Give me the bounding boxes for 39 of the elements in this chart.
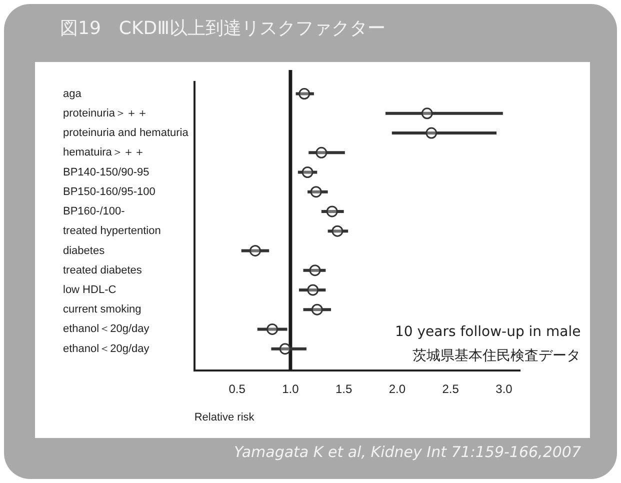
point: [311, 304, 323, 316]
y-tick-label: proteinuria and hematuria: [63, 127, 190, 140]
point: [307, 284, 319, 296]
y-tick-label: proteinuria＞＋＋: [63, 107, 148, 120]
point: [332, 225, 344, 237]
point: [326, 206, 338, 218]
y-tick-label: ethanol＜20g/day: [63, 323, 150, 336]
point: [316, 146, 328, 158]
y-tick-label: treated hypertention: [63, 225, 161, 238]
point: [249, 244, 261, 256]
chart-title: 図19 CKDⅢ以上到達リスクファクター: [60, 17, 386, 40]
x-tick-label: 0.5: [228, 382, 246, 396]
x-axis-title: Relative risk: [194, 411, 255, 424]
x-tick-label: 3.0: [496, 382, 513, 396]
point: [421, 108, 433, 120]
y-tick-label: BP140-150/90-95: [63, 166, 150, 178]
point: [302, 166, 314, 178]
y-tick-label: hematuira＞＋＋: [63, 146, 145, 159]
x-tick-label: 1.5: [335, 382, 352, 396]
point: [279, 343, 291, 355]
y-tick-label: ethanol＜20g/day: [63, 342, 150, 355]
y-tick-label: low HDL-C: [63, 284, 116, 296]
annotation: 茨城県基本住民検査データ: [412, 347, 581, 366]
y-tick-label: treated diabetes: [63, 264, 142, 276]
y-tick-label: BP160-/100-: [63, 206, 126, 218]
x-tick-label: 1.0: [282, 382, 300, 396]
annotation: 10 years follow-up in male: [395, 323, 581, 342]
x-tick-label: 2.5: [442, 382, 460, 396]
x-tick-label: 2.0: [388, 382, 406, 396]
text: Yamagata K et al, Kidney Int 71:159-166,2007: [234, 443, 581, 461]
point: [310, 186, 322, 198]
point: [298, 88, 310, 100]
point: [426, 127, 438, 139]
point: [266, 323, 278, 335]
y-tick-label: BP150-160/95-100: [63, 186, 156, 198]
point: [309, 264, 321, 276]
y-tick-label: current smoking: [63, 304, 142, 316]
y-tick-label: diabetes: [63, 244, 106, 257]
y-tick-label: aga: [63, 88, 82, 100]
